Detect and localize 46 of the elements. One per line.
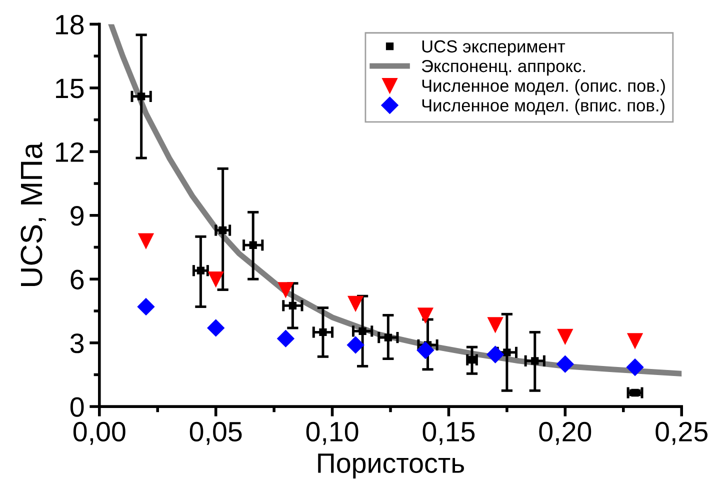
point [219,226,227,234]
point [277,330,294,348]
point [418,308,434,323]
point [249,241,257,249]
point [207,319,224,337]
point [468,356,476,364]
point [348,296,364,312]
x-tick-label: 0,25 [656,422,708,445]
y-axis-title: UCS, МПа [20,142,46,286]
point [626,358,644,376]
point [627,333,643,348]
point [558,328,573,344]
y-tick-label: 15 [56,78,84,98]
point [488,317,503,332]
legend-label: Численное модел. (впис. пов.) [422,98,664,115]
point [384,334,392,342]
point [196,266,205,274]
legend-label: UCS эксперимент [422,40,566,56]
point [416,342,434,359]
legend-label: Экспоненц. аппрокс. [422,60,585,76]
y-tick-label: 9 [70,206,84,226]
point [556,356,574,373]
y-tick-label: 12 [56,142,84,162]
point [278,282,294,298]
point [503,348,511,356]
point [486,346,504,364]
x-tick-label: 0,15 [422,422,475,445]
legend-label: Численное модел. (опис. пов.) [422,79,665,96]
y-tick-label: 0 [70,397,84,417]
point [208,271,224,287]
point [319,328,327,336]
point [347,336,364,354]
point [288,302,297,310]
point [138,92,146,100]
y-tick-label: 18 [56,14,84,35]
point [358,327,366,335]
x-tick-label: 0,20 [539,422,592,445]
y-tick-label: 3 [70,334,84,354]
x-axis-title: Пористость [318,454,464,478]
x-tick-label: 0,00 [73,422,126,445]
point [138,233,154,249]
x-tick-label: 0,10 [306,422,358,445]
point [531,357,539,365]
point [137,298,155,316]
y-tick-label: 6 [70,270,84,290]
x-tick-label: 0,05 [190,422,242,445]
